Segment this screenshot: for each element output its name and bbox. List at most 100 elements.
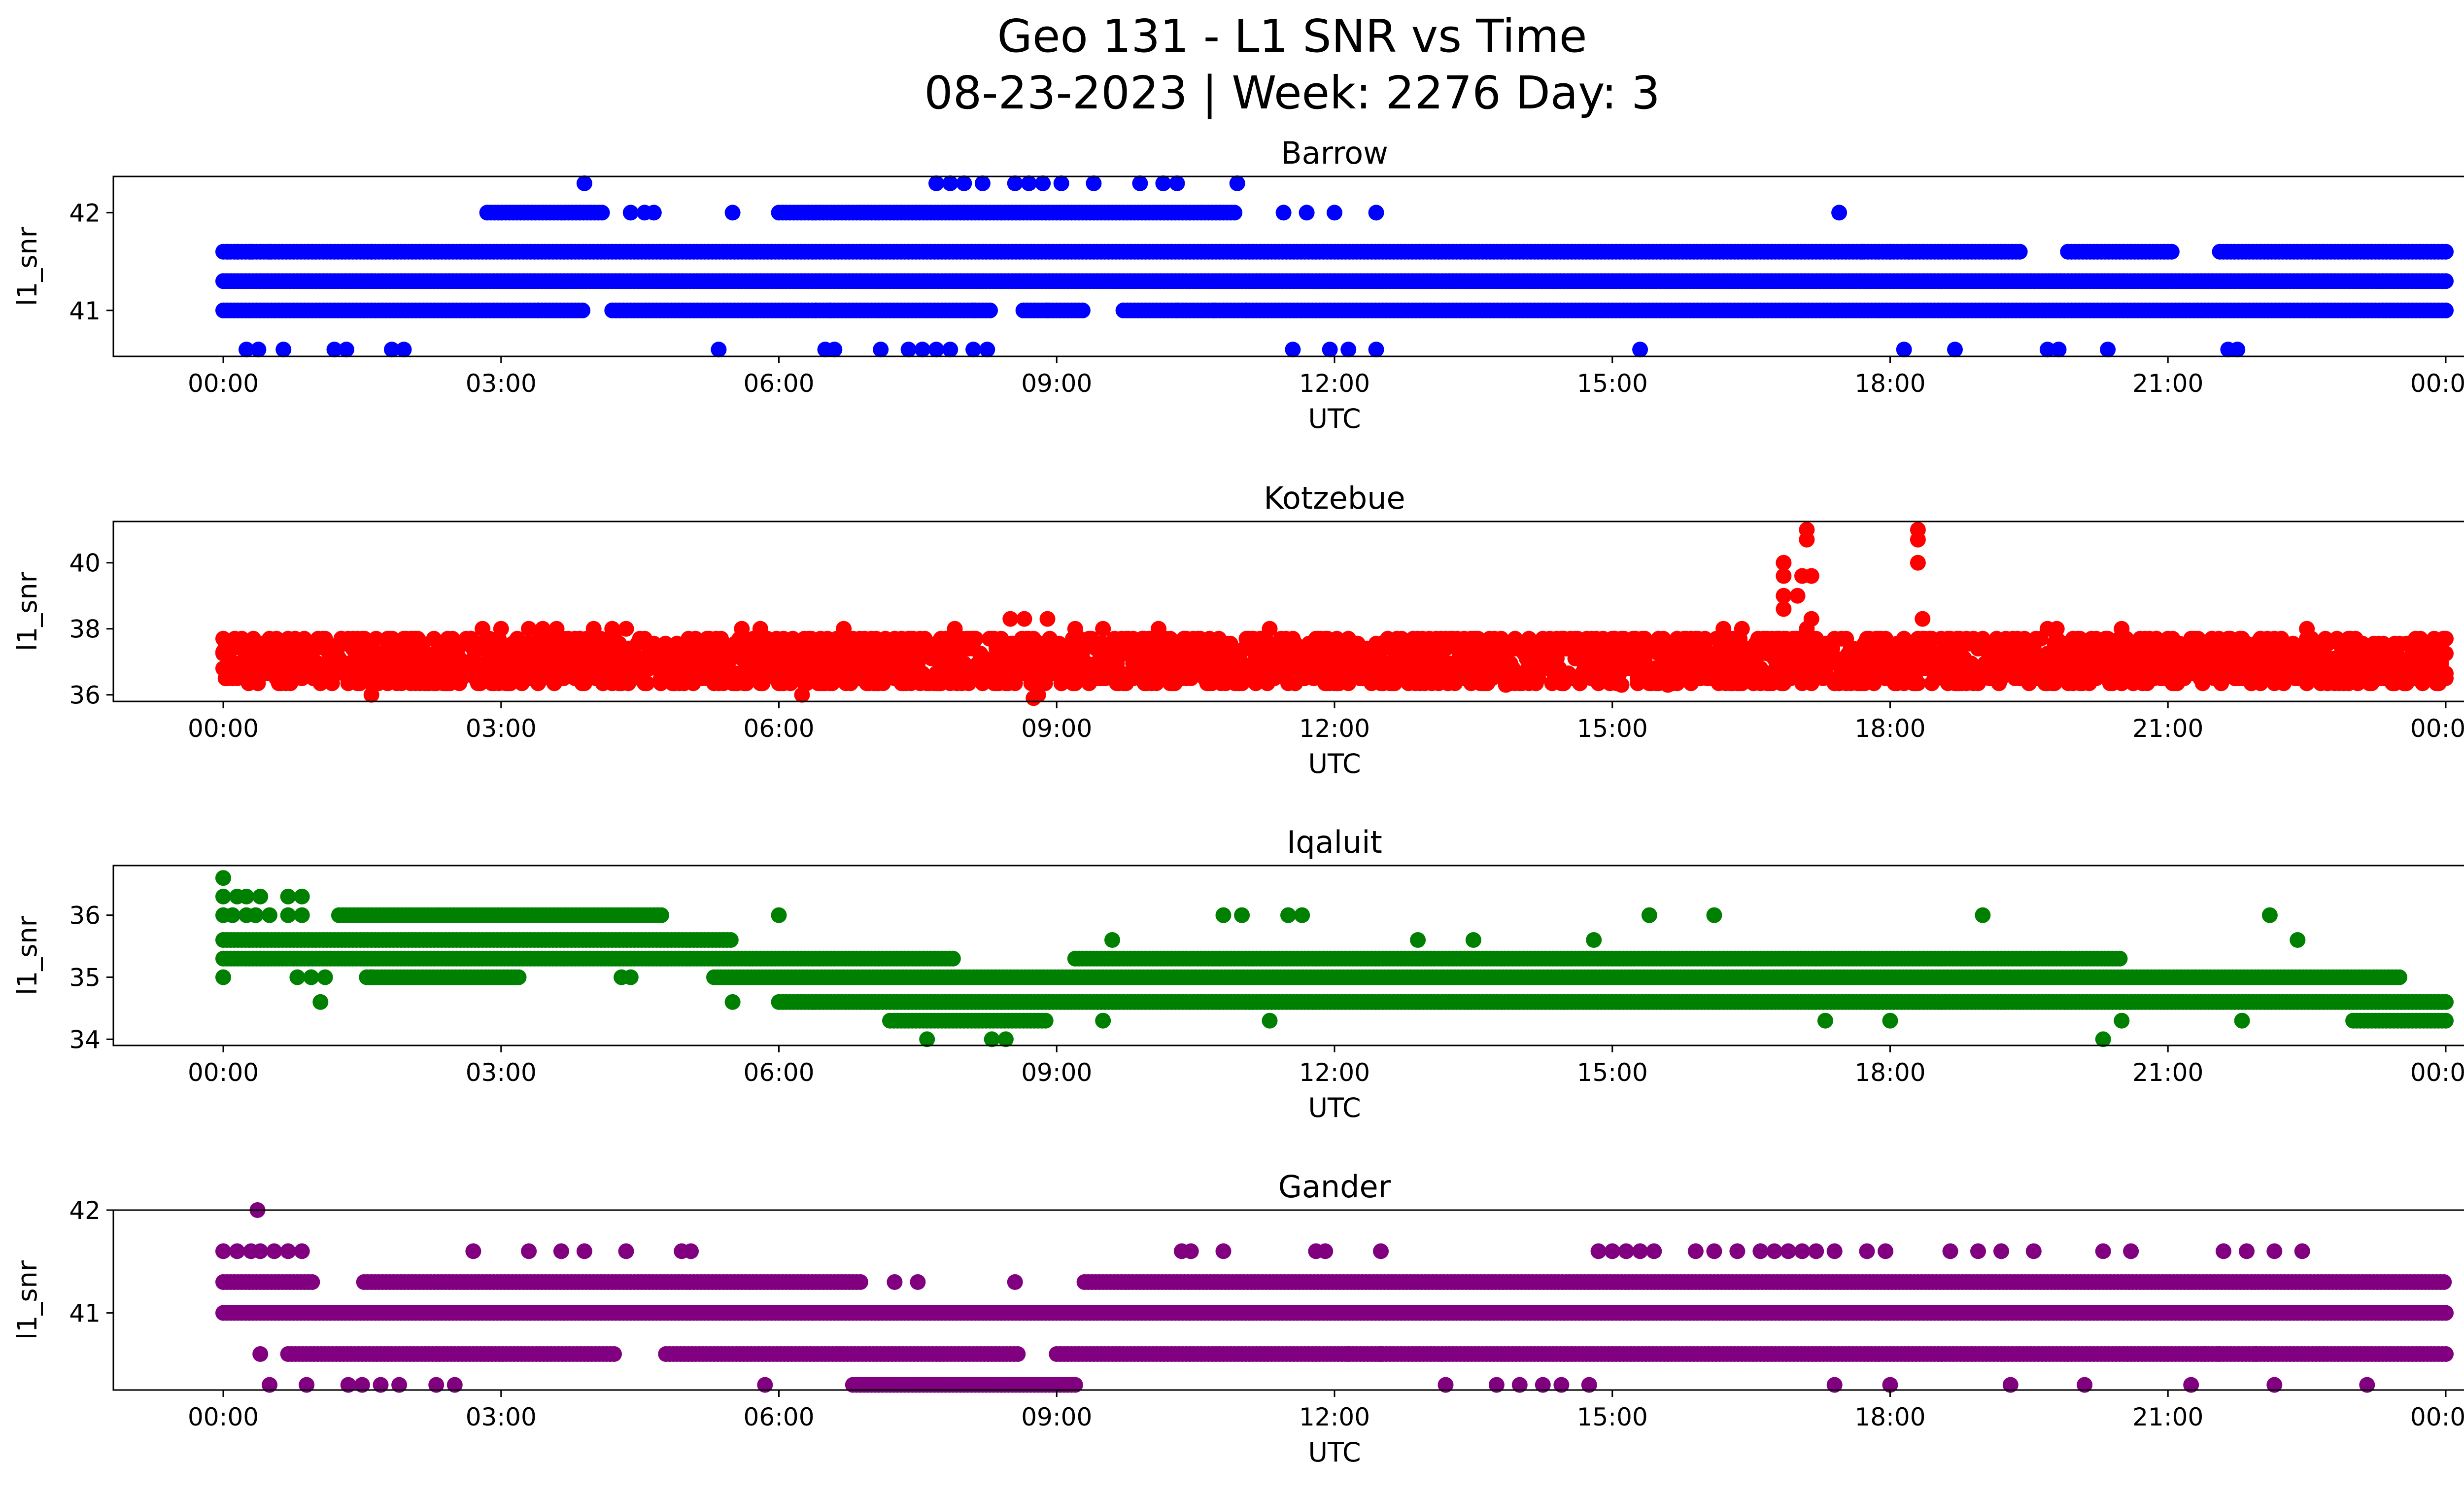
scatter-series (215, 522, 2454, 706)
scatter-point (1368, 342, 1384, 358)
scatter-point (1285, 342, 1301, 358)
scatter-point (1660, 677, 1676, 693)
scatter-point (1322, 342, 1338, 358)
scatter-point (1901, 243, 1917, 260)
scatter-point (1039, 611, 1056, 627)
scatter-point (900, 342, 917, 358)
scatter-point (873, 342, 889, 358)
scatter-point (979, 342, 995, 358)
y-tick-label: 41 (69, 297, 101, 325)
scatter-point (646, 205, 662, 221)
scatter-point (2438, 630, 2454, 647)
scatter-point (1368, 205, 1384, 221)
scatter-point (1222, 635, 1238, 652)
scatter-point (947, 621, 963, 637)
scatter-point (914, 342, 930, 358)
scatter-point (826, 342, 843, 358)
scatter-point (1007, 175, 1023, 191)
scatter-point (2012, 243, 2028, 260)
scatter-point (2039, 342, 2055, 358)
scatter-point (1831, 205, 1848, 221)
scatter-point (967, 630, 984, 647)
scatter-point (1151, 621, 1166, 637)
scatter-point (585, 621, 602, 637)
scatter-point (2229, 342, 2246, 358)
scatter-point (1803, 611, 1819, 627)
scatter-point (1229, 175, 1245, 191)
scatter-point (928, 342, 944, 358)
scatter-point (1275, 205, 1292, 221)
scatter-point (1882, 243, 1898, 260)
figure-title-line1: Geo 131 - L1 SNR vs Time (997, 10, 1587, 63)
scatter-point (942, 342, 958, 358)
scatter-point (1035, 175, 1051, 191)
scatter-point (836, 621, 852, 637)
scatter-point (475, 621, 491, 637)
scatter-point (618, 621, 634, 637)
scatter-point (1155, 175, 1171, 191)
scatter-point (1776, 601, 1792, 617)
scatter-point (1715, 621, 1732, 637)
scatter-point (275, 342, 292, 358)
scatter-point (1896, 342, 1912, 358)
x-tick-label: 18:00 (1854, 369, 1925, 398)
scatter-point (1299, 205, 1315, 221)
scatter-point (1021, 175, 1037, 191)
scatter-point (2051, 342, 2067, 358)
scatter-point (2114, 621, 2130, 637)
scatter-point (1067, 621, 1083, 637)
x-tick-label: 09:00 (1021, 369, 1092, 398)
scatter-point (243, 243, 259, 260)
scatter-point (2049, 621, 2065, 637)
scatter-point (965, 342, 982, 358)
scatter-point (1169, 302, 1185, 318)
scatter-point (1613, 677, 1630, 693)
scatter-point (1776, 568, 1792, 584)
scatter-point (575, 302, 591, 318)
scatter-point (1095, 621, 1111, 637)
scatter-point (1803, 568, 1819, 584)
scatter-point (2438, 243, 2454, 260)
x-tick-label: 03:00 (466, 369, 537, 398)
panel-title: Kotzebue (1264, 480, 1405, 516)
scatter-point (982, 302, 998, 318)
scatter-point (928, 175, 944, 191)
scatter-point (1910, 675, 1926, 692)
scatter-point (956, 175, 972, 191)
scatter-point (396, 342, 412, 358)
scatter-point (338, 342, 354, 358)
scatter-point (1132, 175, 1148, 191)
scatter-point (1327, 205, 1342, 221)
x-tick-label: 15:00 (1577, 369, 1648, 398)
scatter-point (1340, 342, 1357, 358)
scatter-point (1227, 205, 1243, 221)
scatter-series (215, 175, 2454, 358)
scatter-point (604, 621, 620, 637)
scatter-point (1016, 611, 1032, 627)
x-tick-label: 21:00 (2132, 369, 2203, 398)
scatter-point (711, 342, 727, 358)
y-tick-label: 42 (69, 199, 101, 227)
scatter-point (2438, 302, 2454, 318)
scatter-point (2163, 243, 2180, 260)
scatter-point (942, 175, 958, 191)
x-tick-label: 00:00 (2410, 369, 2464, 398)
scatter-point (535, 621, 551, 637)
scatter-point (384, 342, 400, 358)
scatter-point (1169, 175, 1185, 191)
x-tick-label: 06:00 (743, 369, 814, 398)
scatter-point (530, 302, 546, 318)
scatter-point (215, 644, 231, 660)
scatter-point (808, 302, 824, 318)
scatter-point (1734, 621, 1750, 637)
scatter-point (1789, 588, 1806, 604)
scatter-point (326, 342, 342, 358)
scatter-point (1799, 531, 1815, 548)
scatter-point (1854, 243, 1871, 260)
scatter-point (622, 205, 639, 221)
scatter-point (821, 302, 838, 318)
scatter-point (752, 621, 768, 637)
scatter-point (1026, 690, 1042, 706)
